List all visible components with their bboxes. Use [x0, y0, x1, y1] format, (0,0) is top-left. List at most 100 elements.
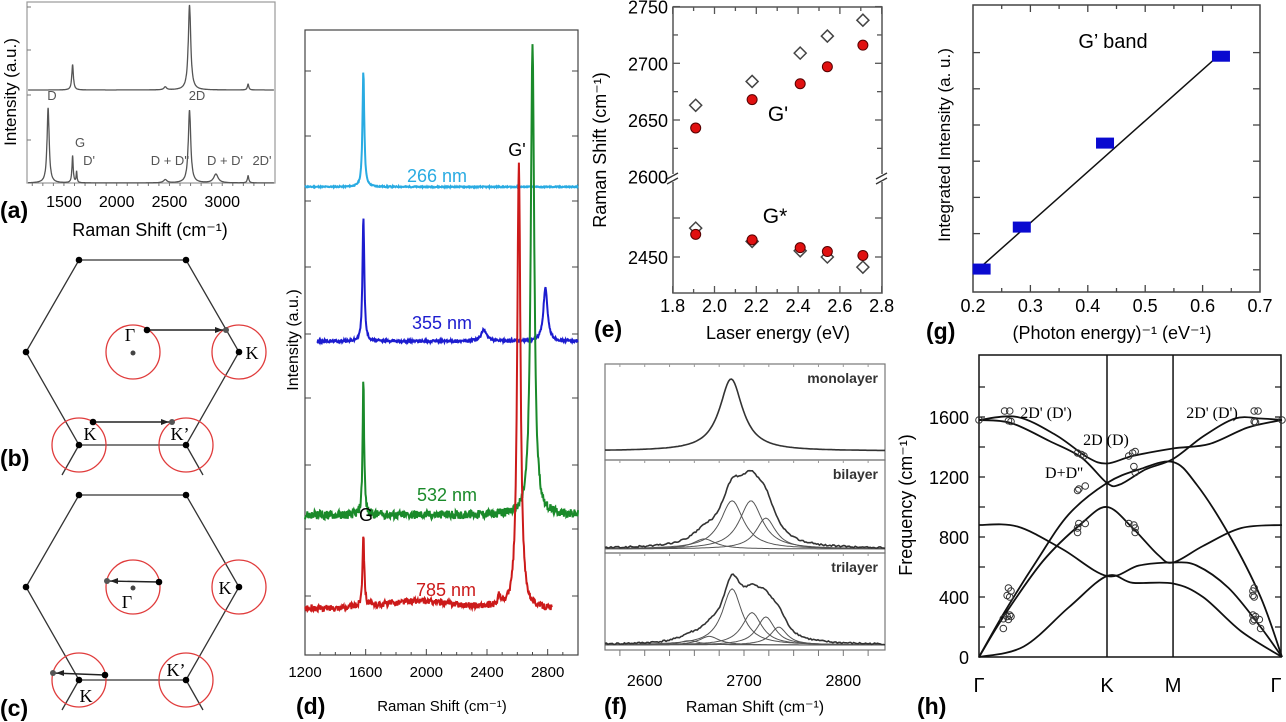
arrow-end-dot: [169, 419, 175, 425]
x-tick-label: 0.2: [960, 296, 985, 316]
panel-g: G’ band 0.2 0.3 0.4 0.5 0.6 0.7 (Photon energy)…: [926, 4, 1273, 344]
square-marker: [972, 263, 991, 275]
x-tick-label: M: [1165, 675, 1182, 697]
arrow-head-icon: [161, 419, 169, 425]
experimental-point: [1278, 416, 1286, 424]
peak-label: 2D': [252, 153, 271, 168]
fermi-circle: [211, 324, 267, 380]
x-tick-label: 0.5: [1133, 296, 1158, 316]
layer-label: trilayer: [831, 559, 878, 575]
diamond-marker: [688, 98, 703, 113]
band-annotation: G’ band: [1078, 31, 1147, 53]
arrow-end-dot: [104, 578, 110, 584]
x-tick-label: 2800: [826, 673, 862, 690]
wavelength-label: 785 nm: [416, 580, 476, 600]
x-axis-label: Raman Shift (cm⁻¹): [686, 699, 824, 716]
axis-break-mark: [875, 172, 888, 180]
phonon-branch-line: [978, 523, 1283, 658]
panel-label: (f): [604, 693, 627, 719]
experimental-point: [1073, 449, 1082, 457]
vertex-dot: [182, 441, 190, 449]
vertex-dot: [75, 256, 83, 264]
axis-break-gap: [668, 174, 678, 182]
x-axis-label: Raman Shift (cm⁻¹): [72, 220, 228, 240]
plot-frame: [672, 6, 883, 294]
panel-label: (g): [926, 318, 955, 344]
y-tick-label: 400: [939, 588, 969, 608]
x-tick-label: 1200: [288, 664, 321, 681]
axis-break-mark: [666, 172, 679, 180]
peak-label: 2D: [189, 88, 206, 103]
layer-label: monolayer: [807, 370, 878, 386]
x-tick-label: Γ: [973, 675, 984, 697]
x-tick-label: K: [1100, 675, 1114, 697]
experimental-point: [1131, 524, 1139, 532]
gamma-point-dot: [130, 585, 136, 591]
panel-c: Γ K K K’ (c): [0, 491, 267, 721]
k-prime-point-label: K’: [171, 424, 190, 444]
y-tick-label: 800: [939, 528, 969, 548]
panel-label: (c): [0, 695, 28, 721]
x-tick-label: 2500: [152, 194, 188, 211]
fermi-circle: [51, 417, 107, 473]
peak-label: D + D': [207, 153, 243, 168]
dispersion-label: D+D'': [1045, 465, 1083, 482]
vertex-dot: [22, 583, 30, 591]
fermi-circle: [158, 417, 214, 473]
gamma-label: Γ: [122, 592, 132, 612]
experimental-point: [1080, 452, 1088, 460]
dispersion-label: 2D' (D'): [1020, 405, 1072, 422]
panel-a: D G D' D + D'' 2D D + D' 2D' 1500 2000 2500 3000 Ra…: [0, 1, 276, 240]
x-tick-label: 2.8: [869, 296, 894, 316]
x-tick-label: 1.8: [660, 296, 685, 316]
circle-marker: [794, 242, 806, 254]
g-prime-label: G': [508, 140, 525, 160]
panel-h: 2D' (D') 2D (D)D+D'' 2D' (D') 0 400 800 1200 16…: [896, 354, 1286, 719]
spectrum-envelope-line: [604, 573, 886, 646]
diamond-marker: [820, 29, 835, 44]
arrow-start-dot: [89, 418, 97, 426]
arrow-head-icon: [215, 327, 223, 333]
x-tick-label: 3000: [204, 194, 240, 211]
experimental-point: [1255, 615, 1264, 624]
fermi-circle: [158, 652, 214, 708]
arrow-end-dot: [223, 327, 229, 333]
x-tick-label: 1600: [349, 664, 382, 681]
phonon-branch-line: [978, 460, 1283, 658]
spectrum-line: [28, 4, 274, 91]
y-tick-label: 2750: [628, 0, 668, 18]
experimental-point: [1073, 524, 1082, 532]
arrow-head-icon: [110, 578, 118, 584]
zone-edge: [61, 679, 80, 711]
x-tick-label: 0.6: [1190, 296, 1215, 316]
zone-edge: [61, 444, 80, 476]
panel-label: (a): [0, 197, 28, 223]
circle-marker: [821, 246, 833, 258]
gamma-label: Γ: [125, 325, 135, 345]
experimental-point: [1075, 485, 1083, 493]
y-tick-label: 2600: [628, 168, 668, 188]
spectrum-envelope-line: [604, 469, 886, 550]
x-axis-label: (Photon energy)⁻¹ (eV⁻¹): [1012, 323, 1211, 343]
vertex-dot: [182, 491, 190, 499]
panel-f: monolayer bilayer trilayer 2600 2700 2800Rama…: [604, 363, 886, 719]
x-tick-label: 2.2: [744, 296, 769, 316]
x-tick-label: Γ: [1270, 675, 1281, 697]
experimental-point: [1256, 624, 1265, 633]
x-tick-label: 2800: [531, 664, 564, 681]
phonon-branch-line: [978, 415, 1283, 465]
circle-marker: [857, 249, 869, 261]
phonon-branch-line: [978, 574, 1283, 658]
experimental-point: [1007, 417, 1015, 426]
y-tick-label: 2650: [628, 111, 668, 131]
experimental-point: [999, 624, 1008, 633]
experimental-point: [1250, 615, 1258, 624]
square-marker: [1012, 221, 1031, 233]
x-tick-label: 2.0: [702, 296, 727, 316]
experimental-point: [1004, 615, 1013, 624]
subplot-frame: [604, 552, 886, 651]
diamond-marker: [745, 74, 760, 89]
fermi-circle: [51, 652, 107, 708]
experimental-point: [1254, 407, 1262, 415]
